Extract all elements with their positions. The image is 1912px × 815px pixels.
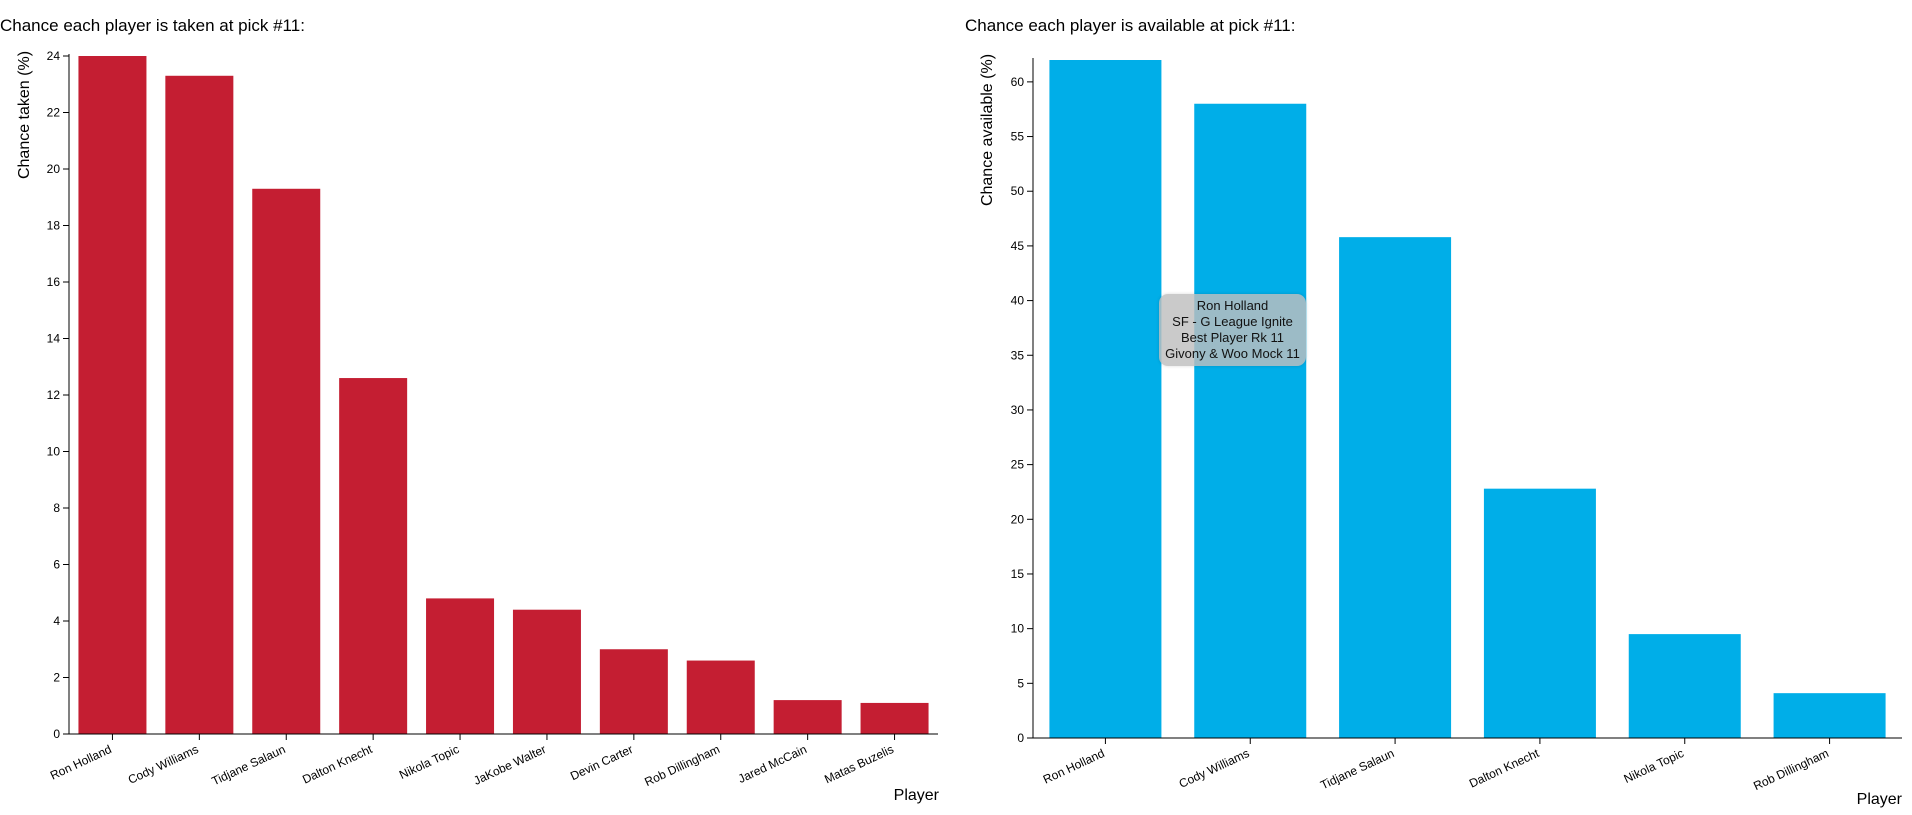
right-y-tick-label-35: 35 [1011,348,1025,362]
bar-tooltip: Ron Holland SF - G League Ignite Best Pl… [1159,294,1306,366]
left-y-tick-label-4: 4 [53,614,60,628]
right-y-tick-label-20: 20 [1011,512,1025,526]
tooltip-player-name: Ron Holland [1196,298,1269,313]
left-y-tick-label-24: 24 [47,49,61,63]
left-y-tick-label-12: 12 [47,388,61,402]
left-y-tick-label-18: 18 [47,219,61,233]
right-y-tick-label-60: 60 [1011,75,1025,89]
left-x-tick-label-9: Matas Buzelis [822,742,896,786]
tooltip-position-team: SF - G League Ignite [1172,314,1293,329]
left-y-tick-label-16: 16 [47,275,61,289]
left-y-tick-label-6: 6 [53,558,60,572]
left-x-tick-label-8: Jared McCain [736,742,809,786]
left-x-tick-label-0: Ron Holland [48,742,114,783]
right-y-tick-label-30: 30 [1011,403,1025,417]
left-x-tick-label-3: Dalton Knecht [300,742,375,787]
tooltip-best-player-rank: Best Player Rk 11 [1180,330,1285,345]
left-bar-8 [773,700,842,734]
right-x-tick-label-4: Nikola Topic [1622,746,1686,786]
left-bar-0 [78,56,147,734]
right-y-tick-label-40: 40 [1011,294,1025,308]
left-y-tick-label-20: 20 [47,162,61,176]
right-bar-4 [1628,634,1741,738]
left-x-tick-label-6: Devin Carter [568,742,635,783]
right-y-tick-label-55: 55 [1011,130,1025,144]
left-y-tick-label-0: 0 [53,727,60,741]
left-bar-7 [686,660,755,734]
right-y-tick-label-15: 15 [1011,567,1025,581]
tooltip-mock-rank: Givony & Woo Mock 11 [1165,346,1300,361]
right-x-tick-label-5: Rob Dillingham [1751,746,1831,793]
left-bar-5 [512,609,581,734]
right-x-tick-label-2: Tidjane Salaun [1318,746,1396,792]
right-y-tick-label-50: 50 [1011,184,1025,198]
left-y-tick-label-8: 8 [53,501,60,515]
left-y-tick-label-2: 2 [53,671,60,685]
right-y-tick-label-25: 25 [1011,458,1025,472]
left-x-tick-label-1: Cody Williams [126,742,201,787]
left-y-axis-title: Chance taken (%) [16,51,33,179]
left-y-tick-label-14: 14 [47,332,61,346]
right-y-tick-label-5: 5 [1017,676,1024,690]
right-chart-title: Chance each player is available at pick … [965,16,1296,35]
left-x-tick-label-2: Tidjane Salaun [209,742,287,788]
right-x-axis-title: Player [1857,791,1903,808]
left-x-tick-label-5: JaKobe Walter [471,742,548,788]
left-bar-6 [599,649,668,734]
left-y-tick-label-22: 22 [47,106,61,120]
right-bar-3 [1483,488,1596,738]
left-y-tick-label-10: 10 [47,445,61,459]
left-chart-title: Chance each player is taken at pick #11: [0,16,305,35]
right-x-tick-label-3: Dalton Knecht [1467,746,1542,791]
right-y-tick-label-45: 45 [1011,239,1025,253]
left-bar-3 [339,378,408,734]
left-bar-9 [860,702,929,734]
left-x-tick-label-7: Rob Dillingham [642,742,722,789]
left-bar-2 [252,188,321,734]
right-bar-1 [1194,103,1307,738]
right-x-tick-label-1: Cody Williams [1177,746,1252,791]
right-y-tick-label-10: 10 [1011,622,1025,636]
left-x-tick-label-4: Nikola Topic [397,742,461,782]
right-x-tick-label-0: Ron Holland [1041,746,1107,787]
right-bar-0 [1049,60,1162,738]
right-bar-5 [1773,693,1886,738]
left-bar-4 [426,598,495,734]
right-bar-2 [1339,237,1452,738]
right-y-axis-title: Chance available (%) [979,54,996,206]
left-bar-1 [165,75,234,734]
right-y-tick-label-0: 0 [1017,731,1024,745]
left-x-axis-title: Player [894,787,940,804]
